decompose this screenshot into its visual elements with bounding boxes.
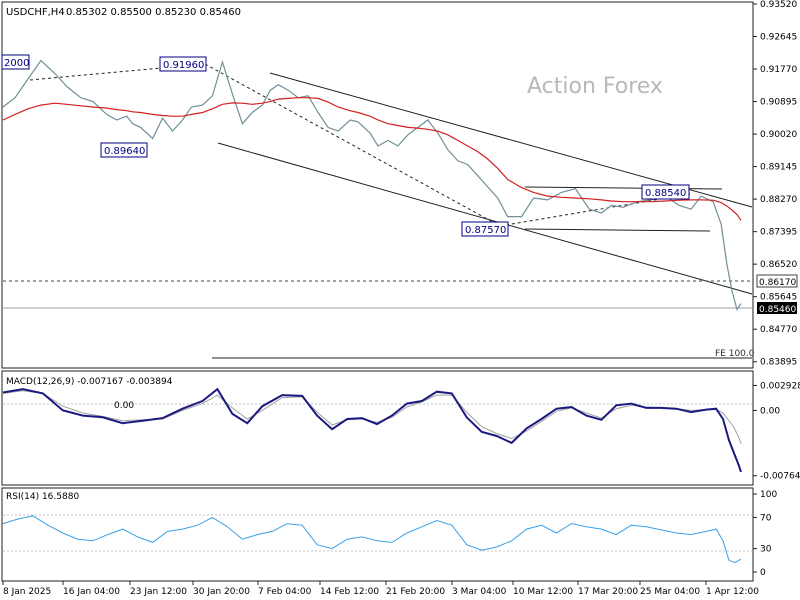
price-tick-label: 0.83895 bbox=[760, 358, 797, 368]
chart-header: USDCHF,H4 0.85302 0.85500 0.85230 0.8546… bbox=[6, 7, 241, 18]
time-tick-label: 17 Mar 20:00 bbox=[578, 587, 638, 597]
watermark: Action Forex bbox=[527, 74, 663, 99]
time-tick-label: 3 Mar 04:00 bbox=[452, 587, 507, 597]
rsi-tick-label: 30 bbox=[760, 545, 772, 555]
macd-axis: 0.002928 0.00 -0.007648 bbox=[753, 381, 800, 482]
rsi-line bbox=[2, 515, 742, 564]
dashed-swing-line-3 bbox=[499, 193, 691, 227]
price-markers: 0.86170 0.85460 bbox=[756, 274, 798, 315]
time-tick-label: 16 Jan 04:00 bbox=[63, 587, 120, 597]
swing-labels: 2000 0.91960 0.89640 0.87570 0.88540 FE … bbox=[1, 54, 755, 359]
price-axis: 0.93520 0.92645 0.91770 0.90895 0.90020 0.891… bbox=[753, 0, 797, 368]
macd-main-line bbox=[2, 387, 742, 473]
label-089640: 0.89640 bbox=[104, 146, 145, 157]
moving-average-line bbox=[2, 97, 742, 221]
time-axis: 8 Jan 2025 16 Jan 04:00 23 Jan 12:00 30 Jan… bbox=[2, 581, 759, 597]
label-2000: 2000 bbox=[4, 58, 29, 69]
rsi-tick-label: 0 bbox=[760, 568, 766, 578]
rsi-tick-label: 70 bbox=[760, 513, 772, 523]
label-091960: 0.91960 bbox=[163, 60, 204, 71]
macd-title: MACD(12,26,9) -0.007167 -0.003894 bbox=[6, 377, 173, 387]
rsi-panel-frame bbox=[1, 487, 754, 582]
time-tick-label: 14 Feb 12:00 bbox=[320, 587, 379, 597]
ohlc-values: 0.85302 0.85500 0.85230 0.85460 bbox=[66, 7, 241, 18]
dashed-swing-line-2 bbox=[204, 63, 501, 227]
label-088540: 0.88540 bbox=[645, 188, 686, 199]
price-tick-label: 0.87395 bbox=[760, 228, 797, 238]
rsi-axis: 100 70 30 0 bbox=[753, 490, 777, 578]
time-tick-label: 23 Jan 12:00 bbox=[130, 587, 187, 597]
lower-channel-line bbox=[217, 142, 753, 295]
price-tick-label: 0.93520 bbox=[760, 0, 797, 10]
price-tick-label: 0.84770 bbox=[760, 325, 797, 335]
price-tick-label: 0.92645 bbox=[760, 33, 797, 43]
price-tick-label: 0.86520 bbox=[760, 260, 797, 270]
macd-tick-label: -0.007648 bbox=[760, 472, 800, 482]
price-tick-label: 0.90020 bbox=[760, 130, 797, 140]
marker-086170: 0.86170 bbox=[759, 278, 796, 288]
macd-tick-label: 0.00 bbox=[760, 406, 780, 416]
time-tick-label: 7 Feb 04:00 bbox=[258, 587, 312, 597]
label-2000-box bbox=[1, 54, 30, 70]
rsi-title: RSI(14) 16.5880 bbox=[6, 492, 79, 502]
price-tick-label: 0.85645 bbox=[760, 293, 797, 303]
price-tick-label: 0.89145 bbox=[760, 163, 797, 173]
marker-086170-box bbox=[756, 274, 798, 288]
price-panel-frame bbox=[1, 1, 754, 369]
label-087570-box bbox=[461, 221, 509, 237]
price-tick-label: 0.91770 bbox=[760, 65, 797, 75]
time-tick-label: 30 Jan 20:00 bbox=[193, 587, 250, 597]
price-tick-label: 0.88270 bbox=[760, 195, 797, 205]
symbol-label: USDCHF,H4 bbox=[6, 7, 65, 18]
trendlines bbox=[3, 63, 753, 359]
macd-panel-frame bbox=[1, 370, 754, 486]
range-bottom-line bbox=[524, 228, 711, 232]
label-088540-box bbox=[641, 184, 690, 200]
label-089640-box bbox=[100, 142, 148, 158]
label-087570: 0.87570 bbox=[465, 225, 506, 236]
macd-tick-label: 0.002928 bbox=[760, 381, 800, 391]
time-tick-label: 8 Jan 2025 bbox=[3, 587, 51, 597]
macd-zero-label: 0.00 bbox=[114, 401, 134, 411]
price-series-line bbox=[2, 59, 742, 311]
time-tick-label: 1 Apr 12:00 bbox=[706, 587, 759, 597]
time-tick-label: 21 Feb 20:00 bbox=[386, 587, 445, 597]
label-fe-100: FE 100.0 bbox=[715, 349, 755, 359]
rsi-tick-label: 100 bbox=[760, 490, 777, 500]
time-tick-label: 25 Mar 04:00 bbox=[640, 587, 700, 597]
marker-current-price: 0.85460 bbox=[759, 305, 796, 315]
marker-current-box bbox=[757, 302, 797, 314]
price-tick-label: 0.90895 bbox=[760, 98, 797, 108]
time-tick-label: 10 Mar 12:00 bbox=[513, 587, 573, 597]
label-091960-box bbox=[159, 56, 207, 72]
